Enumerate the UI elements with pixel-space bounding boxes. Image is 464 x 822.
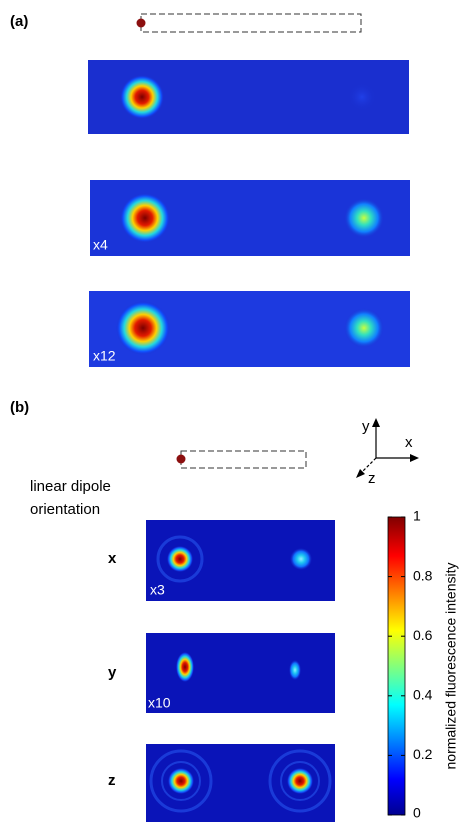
emitter <box>176 454 186 464</box>
spot <box>168 768 194 794</box>
spot <box>344 308 384 348</box>
ring <box>280 761 320 801</box>
row-label: y <box>108 664 117 681</box>
image: x12 <box>89 291 410 367</box>
tick-label: 0.6 <box>413 627 433 643</box>
tick-label: 0.8 <box>413 567 433 583</box>
image: x10 <box>146 633 335 713</box>
axis-label: y <box>362 418 370 435</box>
image-label: x3 <box>150 582 165 598</box>
axis-label: z <box>368 470 376 487</box>
image: x4 <box>90 180 410 256</box>
image-label: x10 <box>148 695 171 711</box>
spot <box>290 548 312 570</box>
waveguide-outline <box>140 13 362 33</box>
colorbar-label: normalized fluorescence intensity <box>443 563 459 770</box>
spot <box>287 768 313 794</box>
image <box>88 60 409 134</box>
spot <box>289 660 301 680</box>
image-label: x12 <box>93 348 116 364</box>
arrowheads <box>356 418 419 478</box>
spot <box>120 193 170 243</box>
waveguide-outline <box>180 450 307 469</box>
spot <box>120 75 164 119</box>
row-label: x <box>108 550 117 567</box>
emitter <box>136 18 146 28</box>
spot <box>176 652 194 682</box>
panel-label: (b) <box>10 399 29 416</box>
spot <box>348 83 376 111</box>
panel-label: (a) <box>10 13 28 30</box>
image-bg <box>146 633 335 713</box>
tick-label: 0.4 <box>413 687 433 703</box>
image-label: x4 <box>93 237 108 253</box>
spot <box>344 198 384 238</box>
tick-label: 0 <box>413 805 421 821</box>
ring <box>156 535 204 583</box>
image: x3 <box>146 520 335 601</box>
colorbar <box>387 516 406 816</box>
ring <box>149 749 213 813</box>
orientation-label: linear dipole <box>30 478 111 495</box>
image <box>146 744 335 822</box>
axis-label: x <box>405 434 413 451</box>
orientation-label: orientation <box>30 501 100 518</box>
ring <box>161 761 201 801</box>
ring <box>268 749 332 813</box>
tick-label: 0.2 <box>413 746 433 762</box>
spot <box>116 301 170 355</box>
row-label: z <box>108 772 116 789</box>
tick-label: 1 <box>413 508 421 524</box>
spot <box>167 546 193 572</box>
